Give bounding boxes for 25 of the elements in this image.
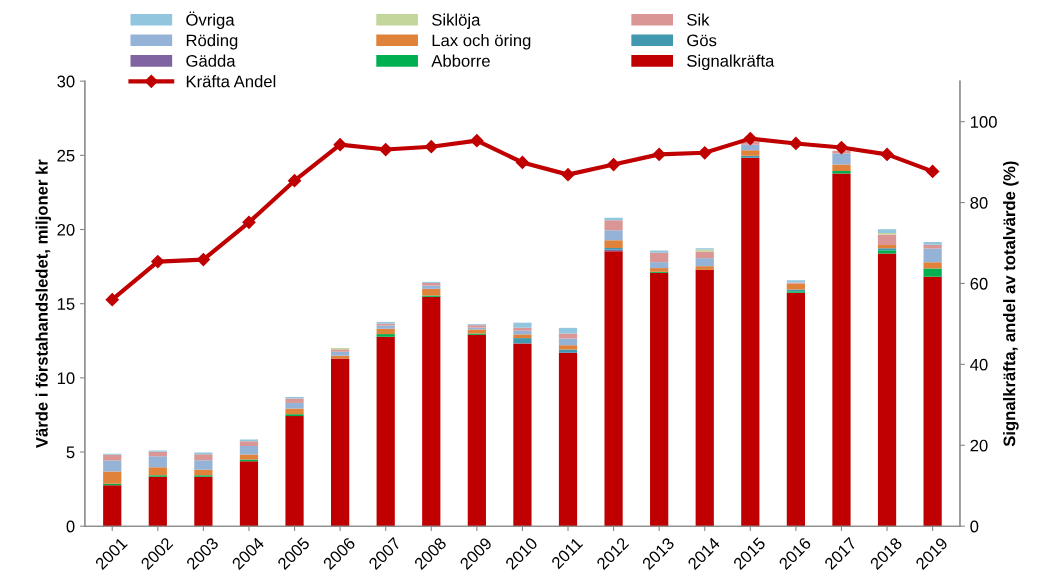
y-tick-label: 30 xyxy=(57,75,75,88)
y2-tick-label: 80 xyxy=(970,196,988,209)
y2-tick-label: 0 xyxy=(970,520,979,533)
y-tick-label: 15 xyxy=(57,298,75,310)
legend-label: Lax och öring xyxy=(432,34,531,50)
legend-label: Övriga xyxy=(186,11,235,30)
y-axis-title: Värde i förstahandsledet, miljoner kr xyxy=(35,159,52,449)
legend-label: Sik xyxy=(687,13,710,26)
y-tick-label: 0 xyxy=(66,520,75,533)
y-tick-label: 10 xyxy=(57,372,75,385)
legend-label: Abborre xyxy=(431,54,490,67)
y2-tick-label: 60 xyxy=(970,277,988,290)
legend-label: Siklöja xyxy=(432,13,481,30)
y2-tick-label: 40 xyxy=(970,358,988,371)
legend-label: Röding xyxy=(186,34,238,50)
legend-label: Gös xyxy=(687,34,717,47)
y2-tick-label: 20 xyxy=(970,439,988,452)
y-tick-label: 20 xyxy=(57,223,75,236)
legend-label: Gädda xyxy=(186,54,236,67)
y-tick-label: 25 xyxy=(57,149,75,162)
legend-label: Kräfta Andel xyxy=(186,75,276,88)
y-tick-label: 5 xyxy=(66,446,75,459)
legend-label: Signalkräfta xyxy=(687,54,775,71)
y2-tick-label: 100 xyxy=(970,116,997,128)
y2-axis-title: Signalkräfta, andel av totalvärde (%) xyxy=(1003,161,1019,447)
